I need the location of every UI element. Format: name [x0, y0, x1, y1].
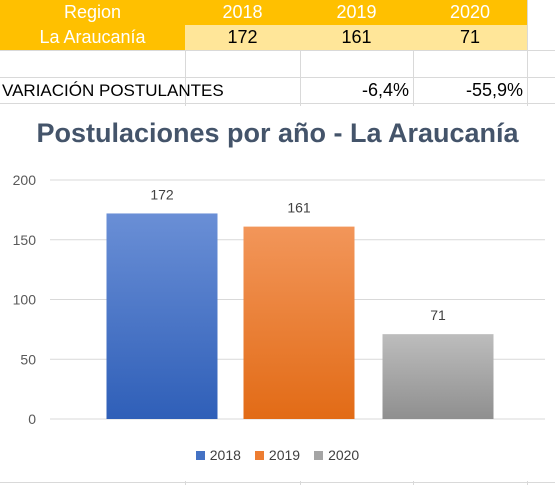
variation-row: VARIACIÓN POSTULANTES -6,4% -55,9%	[0, 78, 555, 103]
legend-label-2019: 2019	[268, 447, 301, 463]
bar-2019[interactable]	[243, 226, 355, 419]
header-cell-2018[interactable]: 2018	[185, 0, 300, 25]
y-tick-label: 200	[13, 172, 37, 188]
grid-line	[0, 482, 555, 483]
header-cell-2020[interactable]: 2020	[413, 0, 527, 25]
y-tick-label: 50	[20, 351, 36, 367]
legend-label-2020: 2020	[328, 447, 360, 463]
grid-line	[0, 50, 555, 51]
y-tick-label: 150	[13, 232, 37, 248]
bar-chart[interactable]: Postulaciones por año - La Araucanía 0 50…	[0, 106, 555, 481]
legend-item-2020[interactable]: 2020	[314, 447, 359, 463]
legend-swatch-2020	[314, 450, 324, 460]
y-tick-label: 0	[28, 411, 36, 427]
region-cell[interactable]: La Araucanía	[0, 25, 185, 50]
data-label-2018: 172	[150, 186, 174, 202]
chart-legend: 2018 2019 2020	[0, 447, 555, 463]
value-cell-2020[interactable]: 71	[413, 25, 527, 50]
y-tick-label: 100	[13, 292, 37, 308]
value-cell-2018[interactable]: 172	[185, 25, 300, 50]
bar-2020[interactable]	[382, 334, 494, 419]
data-label-2020: 71	[430, 307, 446, 323]
variation-cell-2020[interactable]: -55,9%	[465, 80, 523, 100]
header-cell-region[interactable]: Region	[0, 0, 185, 25]
grid-line	[0, 77, 555, 78]
table-row: La Araucanía 172 161 71	[0, 25, 555, 50]
chart-plot-area: 0 50 100 150 200 172 161 71	[13, 172, 545, 427]
variation-cell-2019[interactable]: -6,4%	[361, 80, 409, 100]
legend-label-2018: 2018	[209, 447, 241, 463]
legend-item-2018[interactable]: 2018	[195, 447, 241, 463]
legend-swatch-2018	[195, 450, 205, 460]
header-cell-2019[interactable]: 2019	[300, 0, 413, 25]
table-header-row: Region 2018 2019 2020	[0, 0, 555, 25]
grid-line	[0, 103, 555, 104]
variation-label-cell[interactable]: VARIACIÓN POSTULANTES	[2, 80, 224, 100]
value-cell-2019[interactable]: 161	[300, 25, 413, 50]
chart-title: Postulaciones por año - La Araucanía	[36, 118, 519, 148]
legend-item-2019[interactable]: 2019	[254, 447, 301, 463]
legend-swatch-2019	[254, 450, 264, 460]
bar-2018[interactable]	[106, 213, 218, 419]
data-label-2019: 161	[287, 200, 311, 216]
